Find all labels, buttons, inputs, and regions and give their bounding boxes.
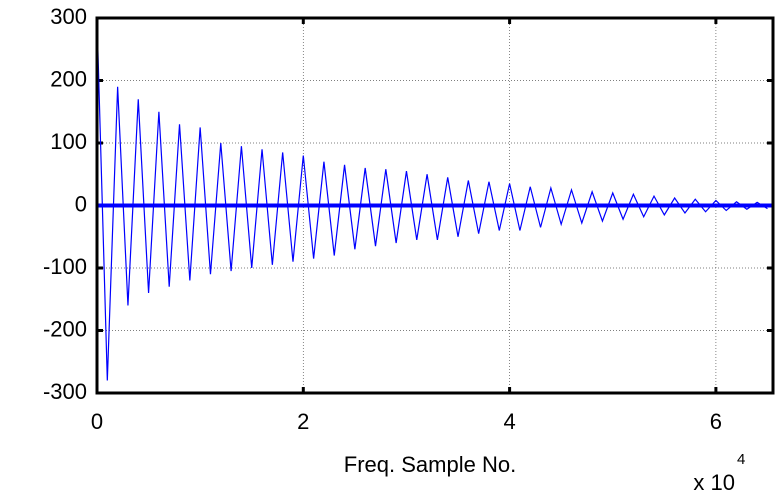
- x-tick-label: 6: [710, 409, 722, 434]
- y-tick-label: -100: [43, 254, 87, 279]
- signal-line: [96, 17, 768, 381]
- x-multiplier: x 10: [693, 470, 735, 495]
- y-tick-label: -200: [43, 316, 87, 341]
- y-tick-label: -300: [43, 379, 87, 404]
- x-tick-label: 2: [297, 409, 309, 434]
- y-tick-label: 300: [50, 4, 87, 29]
- y-tick-label: 0: [75, 191, 87, 216]
- y-tick-label: 200: [50, 66, 87, 91]
- x-axis-label: Freq. Sample No.: [344, 452, 516, 477]
- x-multiplier-exponent: 4: [737, 451, 745, 468]
- x-tick-label: 4: [503, 409, 515, 434]
- y-tick-label: 100: [50, 129, 87, 154]
- x-tick-label: 0: [91, 409, 103, 434]
- axes-box: [95, 16, 775, 395]
